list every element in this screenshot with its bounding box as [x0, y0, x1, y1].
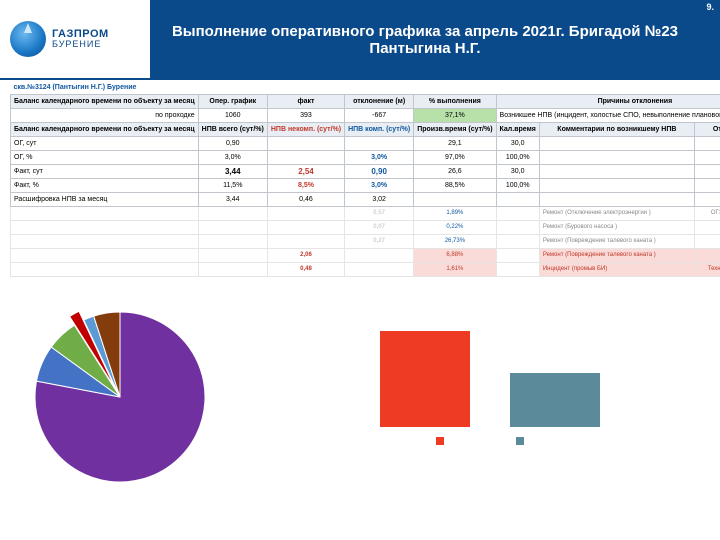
h-pct: % выполнения [414, 94, 496, 108]
bar-chart [260, 287, 700, 487]
logo-icon [10, 21, 46, 57]
title-bar: Выполнение оперативного графика за апрел… [150, 0, 720, 80]
logo-line2: БУРЕНИЕ [52, 40, 109, 49]
table-row: 0,070,22%Ремонт (Бурового насоса )ОГМ [11, 220, 720, 234]
table-row: Факт, %11,5%8,5%3,0%88,5%100,0% [11, 178, 720, 192]
table-row: Факт, сут3,442,540,9026,630,0 [11, 164, 720, 178]
well-title: скв.№3124 (Пантыгин Н.Г.) Бурение [11, 80, 720, 94]
table-row: ОГ, сут0,9029,130,0 [11, 136, 720, 150]
table-row: 0,481,61%Инцидент (промыв БИ)Технический… [11, 262, 720, 276]
h-dev: отклонение (м) [345, 94, 414, 108]
table-row: 0,571,89%Ремонт (Отключение электроэнерг… [11, 206, 720, 220]
legend-swatch-2 [516, 437, 524, 445]
legend-swatch-1 [436, 437, 444, 445]
tables: скв.№3124 (Пантыгин Н.Г.) Бурение Баланс… [0, 80, 720, 277]
h-fact: факт [267, 94, 344, 108]
pie-chart [20, 287, 220, 487]
charts [0, 277, 720, 487]
table-row: по проходке 1060 393 -667 37,1% Возникше… [11, 108, 720, 122]
h-reasons: Причины отклонения [496, 94, 720, 108]
table-row: 0,2726,73%Ремонт (Повреждение талевого к… [11, 234, 720, 248]
totals-row: Расшифровка НПВ за месяц 3,44 0,46 3,02 [11, 192, 720, 206]
page-title: Выполнение оперативного графика за апрел… [170, 23, 680, 57]
logo-box: ГАЗПРОМ БУРЕНИЕ [0, 0, 150, 80]
table-top: скв.№3124 (Пантыгин Н.Г.) Бурение Баланс… [10, 80, 720, 277]
table-row: ОГ, %3,0%3,0%97,0%100,0% [11, 150, 720, 164]
bar-legend [260, 437, 700, 447]
row-label: по проходке [11, 108, 199, 122]
logo-text: ГАЗПРОМ БУРЕНИЕ [52, 29, 109, 50]
header: ГАЗПРОМ БУРЕНИЕ Выполнение оперативного … [0, 0, 720, 80]
h-balance: Баланс календарного времени по объекту з… [11, 94, 199, 108]
h-oper: Опер. график [198, 94, 267, 108]
page-number: 9. [706, 2, 714, 12]
table-row: 2,066,88%Ремонт (Повреждение талевого ка… [11, 248, 720, 262]
